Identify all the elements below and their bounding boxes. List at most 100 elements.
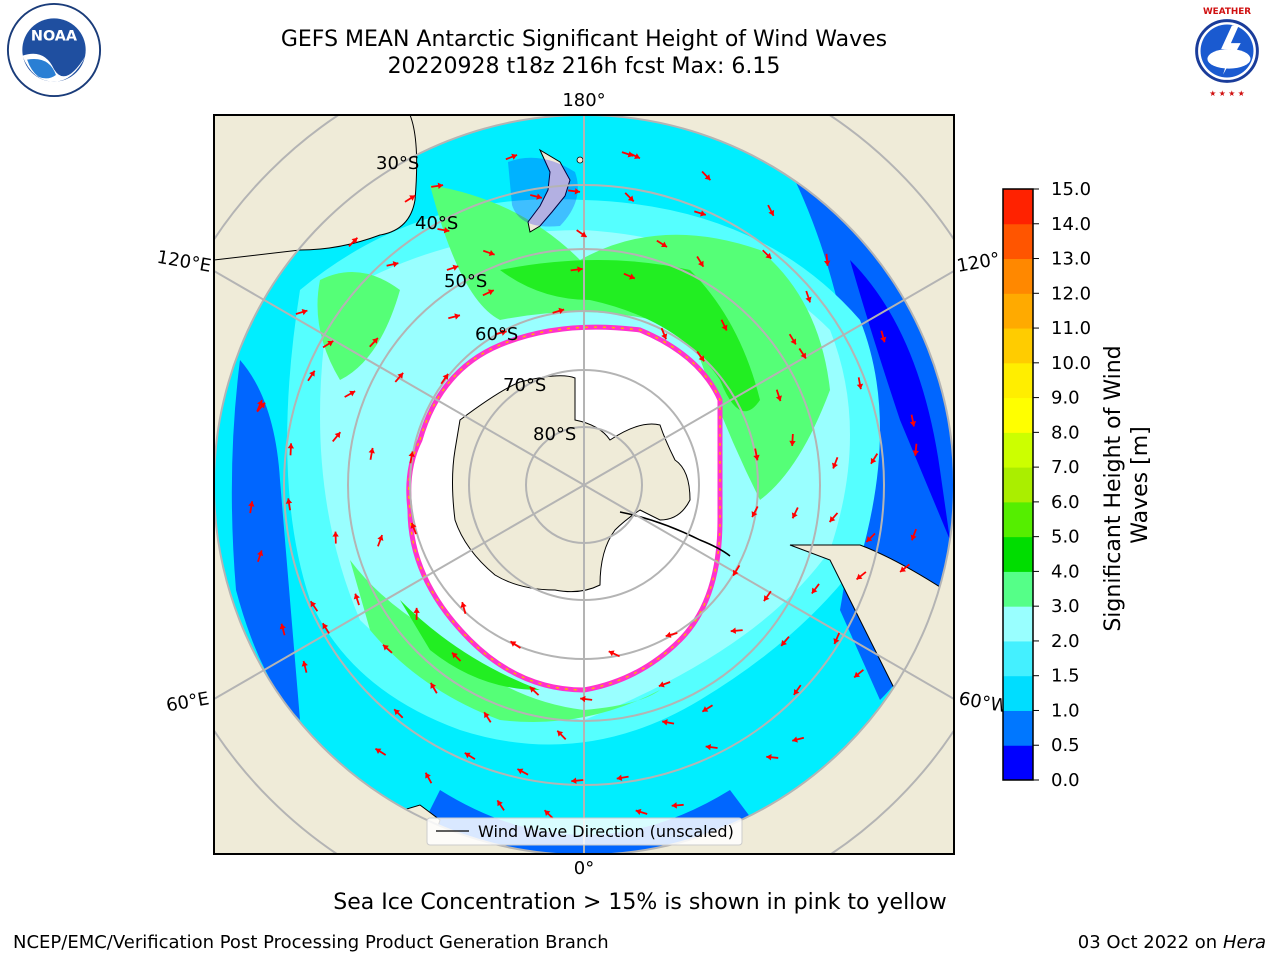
svg-text:WEATHER: WEATHER xyxy=(1203,7,1251,17)
legend-label: Wind Wave Direction (unscaled) xyxy=(478,822,734,841)
wind-arrow-head xyxy=(700,210,706,217)
wind-arrow-head xyxy=(301,308,308,316)
colorbar-tick-label: 9.0 xyxy=(1051,388,1080,409)
lat-label-70: 70°S xyxy=(503,375,546,396)
wind-arrow-head xyxy=(392,261,399,268)
wind-arrow-head xyxy=(635,808,642,816)
wind-arrow-head xyxy=(698,260,704,267)
noaa-logo: NOAA xyxy=(6,2,102,98)
colorbar-tick-label: 12.0 xyxy=(1051,283,1091,304)
high-wave-band-north xyxy=(430,185,830,500)
wind-arrow-head xyxy=(580,695,586,703)
wind-arrow-head xyxy=(634,153,640,159)
wind-arrow-head xyxy=(413,607,420,613)
wind-arrow-head xyxy=(768,209,775,216)
wind-arrow-head xyxy=(452,652,458,659)
wind-arrow-head xyxy=(334,432,341,439)
wind-arrow-head xyxy=(751,511,758,518)
wind-arrow-head xyxy=(375,748,382,755)
colorbar-tick-label: 4.0 xyxy=(1051,561,1080,582)
chart-title: GEFS MEAN Antarctic Significant Height o… xyxy=(280,27,888,52)
colorbar-segment xyxy=(1003,606,1033,642)
wind-arrow-head xyxy=(287,443,295,449)
wind-arrow-head xyxy=(332,531,339,537)
svg-text:★ ★ ★ ★: ★ ★ ★ ★ xyxy=(1209,89,1245,98)
wind-arrow-head xyxy=(488,250,495,257)
lon-label-bottom: 0° xyxy=(574,858,594,879)
colorbar-tick-label: 2.0 xyxy=(1051,631,1080,652)
wind-arrow-head xyxy=(866,536,873,542)
wind-arrow-head xyxy=(430,682,437,689)
wind-arrow-head xyxy=(382,644,389,651)
colorbar-segment xyxy=(1003,432,1033,468)
wind-arrow-head xyxy=(616,774,623,781)
wind-arrow-head xyxy=(484,712,490,719)
colorbar-segment xyxy=(1003,536,1033,572)
very-low-wave-zone-east xyxy=(850,260,950,540)
wind-arrow-head xyxy=(409,195,416,201)
wind-arrow-head xyxy=(870,457,877,464)
wind-arrow-head xyxy=(571,777,577,784)
colorbar-tick-label: 5.0 xyxy=(1051,527,1080,548)
lat-label-60: 60°S xyxy=(475,324,518,345)
wind-arrow-head xyxy=(661,241,667,248)
lat-label-50: 50°S xyxy=(444,271,487,292)
wind-arrow-head xyxy=(460,602,467,608)
wind-arrow-head xyxy=(580,231,587,237)
wind-arrow-head xyxy=(766,754,772,761)
lat-label-40: 40°S xyxy=(415,213,458,234)
colorbar-segment xyxy=(1003,640,1033,677)
colorbar-tick-label: 15.0 xyxy=(1051,179,1091,200)
colorbar-tick-label: 1.0 xyxy=(1051,700,1080,721)
wind-arrow-head xyxy=(608,650,615,657)
wind-arrow-head xyxy=(557,730,564,737)
wind-arrow-head xyxy=(544,810,551,817)
wind-arrow-head xyxy=(900,566,906,572)
wind-arrow-head xyxy=(910,534,917,541)
wind-arrow-head xyxy=(730,627,736,634)
map-legend: Wind Wave Direction (unscaled) xyxy=(426,817,743,846)
wind-arrow-head xyxy=(671,802,677,809)
colorbar-tick-label: 1.5 xyxy=(1051,666,1080,687)
colorbar-segment xyxy=(1003,710,1033,746)
graticule xyxy=(214,115,954,854)
lon-label-left-lower: 60°E xyxy=(165,688,211,716)
wind-arrow-head xyxy=(501,329,507,336)
lon-label-right-upper: 120° xyxy=(955,249,1001,277)
wind-arrow-head xyxy=(662,719,668,726)
colorbar-segment xyxy=(1003,501,1033,538)
map-frame xyxy=(213,114,955,855)
wind-arrow-head xyxy=(353,593,360,600)
wind-arrow-head xyxy=(443,226,450,234)
wind-arrow-head xyxy=(781,640,787,646)
lat-label-80: 80°S xyxy=(533,424,576,445)
wind-arrow-head xyxy=(442,373,449,380)
wind-arrow-head xyxy=(661,333,668,340)
wind-arrow-head xyxy=(351,237,358,244)
wind-arrow-head xyxy=(800,352,806,359)
lon-label-right-lower: 60°W xyxy=(957,688,1010,717)
wind-arrow-head xyxy=(285,498,293,504)
wind-arrow-head xyxy=(349,390,356,397)
colorbar-segment xyxy=(1003,362,1033,399)
wind-arrow-head xyxy=(464,752,471,759)
svg-text:NOAA: NOAA xyxy=(31,28,78,44)
colorbar-segment xyxy=(1003,675,1033,711)
colorbar: 0.0 0.5 1.0 1.5 2.0 3.0 4.0 5.0 6.0 7.0 8.0 9.0 10.0… xyxy=(1002,179,1091,791)
wind-arrow-head xyxy=(536,193,542,200)
wind-arrow-head xyxy=(558,307,565,314)
wind-arrow-head xyxy=(454,313,460,320)
colorbar-tick-label: 10.0 xyxy=(1051,353,1091,374)
wind-arrow-head xyxy=(487,289,494,296)
colorbar-tick-label: 7.0 xyxy=(1051,457,1080,478)
wind-arrow-head xyxy=(753,454,760,461)
antarctica-landmass xyxy=(452,375,691,593)
wind-arrow-head xyxy=(248,501,255,507)
wind-arrow-head xyxy=(629,273,635,280)
wind-arrow-head xyxy=(658,681,665,688)
wind-arrow-head xyxy=(791,512,798,519)
wind-arrow-head xyxy=(880,336,887,343)
wind-arrow-head xyxy=(909,420,917,427)
wind-arrow-head xyxy=(833,638,840,644)
